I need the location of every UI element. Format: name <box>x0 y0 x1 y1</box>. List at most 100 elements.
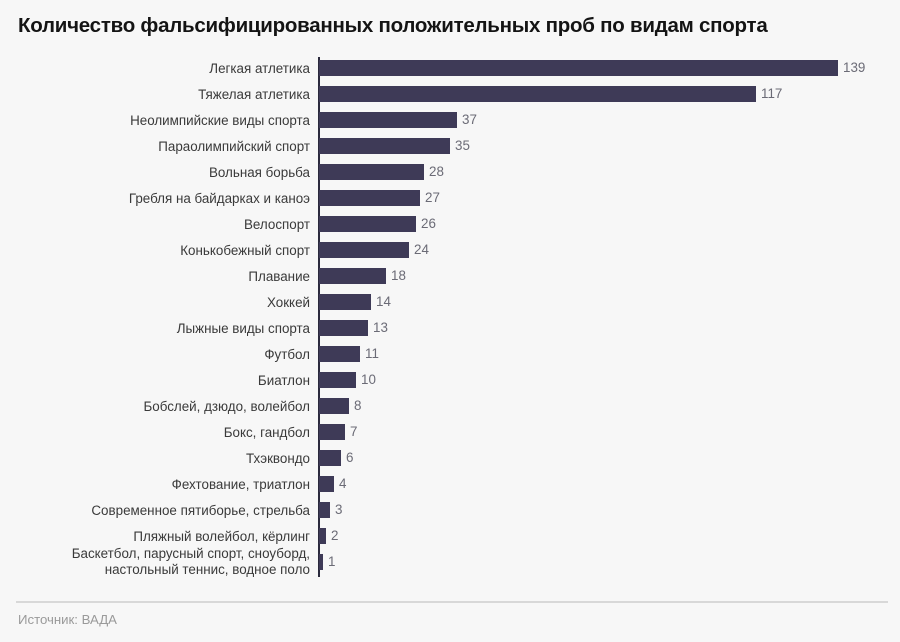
bar <box>319 528 326 544</box>
y-axis-line <box>318 57 320 577</box>
bar <box>319 372 356 388</box>
bar-value-label: 13 <box>373 320 388 335</box>
bar-and-value: 11 <box>319 341 379 367</box>
bar-and-value: 28 <box>319 159 444 185</box>
bar-value-label: 28 <box>429 164 444 179</box>
bar-and-value: 8 <box>319 393 361 419</box>
bar-chart-plot: Легкая атлетика 139 Тяжелая атлетика 117 Нео… <box>0 55 900 590</box>
bar-and-value: 27 <box>319 185 440 211</box>
bar-row: Плавание 18 <box>0 263 900 289</box>
bar <box>319 164 424 180</box>
bar-row: Биатлон 10 <box>0 367 900 393</box>
bar <box>319 112 457 128</box>
category-label: Тхэквондо <box>245 450 310 466</box>
bar-and-value: 37 <box>319 107 477 133</box>
bar-and-value: 35 <box>319 133 470 159</box>
bar-row: Современное пятиборье, стрельба 3 <box>0 497 900 523</box>
bar-row: Футбол 11 <box>0 341 900 367</box>
bar-and-value: 24 <box>319 237 429 263</box>
footer-divider <box>16 601 888 603</box>
category-label: Пляжный волейбол, кёрлинг <box>133 528 310 544</box>
bar-and-value: 10 <box>319 367 376 393</box>
bar-row: Бобслей, дзюдо, волейбол 8 <box>0 393 900 419</box>
bar-row: Гребля на байдарках и каноэ 27 <box>0 185 900 211</box>
category-label: Бобслей, дзюдо, волейбол <box>143 398 310 414</box>
bar-and-value: 1 <box>319 549 335 575</box>
bar-row: Неолимпийские виды спорта 37 <box>0 107 900 133</box>
bar-value-label: 14 <box>376 294 391 309</box>
bar-and-value: 18 <box>319 263 406 289</box>
bar-and-value: 26 <box>319 211 436 237</box>
bar-row: Бокс, гандбол 7 <box>0 419 900 445</box>
category-label: Велоспорт <box>243 216 310 232</box>
bar-value-label: 24 <box>414 242 429 257</box>
bar-value-label: 1 <box>328 554 336 569</box>
bar-row: Велоспорт 26 <box>0 211 900 237</box>
bar <box>319 424 345 440</box>
bar-and-value: 7 <box>319 419 357 445</box>
bar-row: Конькобежный спорт 24 <box>0 237 900 263</box>
bar-value-label: 2 <box>331 528 339 543</box>
category-label: Легкая атлетика <box>209 60 310 76</box>
bar-and-value: 14 <box>319 289 391 315</box>
bar <box>319 294 371 310</box>
category-label: Неолимпийские виды спорта <box>130 112 310 128</box>
bar <box>319 216 416 232</box>
bar-row: Параолимпийский спорт 35 <box>0 133 900 159</box>
category-label: Биатлон <box>257 372 310 388</box>
bar <box>319 86 756 102</box>
bar <box>319 554 323 570</box>
bar-value-label: 4 <box>339 476 347 491</box>
bar-value-label: 27 <box>425 190 440 205</box>
category-label: Современное пятиборье, стрельба <box>91 502 310 518</box>
category-label: Вольная борьба <box>208 164 310 180</box>
bar <box>319 320 368 336</box>
category-label: Фехтование, триатлон <box>171 476 310 492</box>
bar <box>319 60 838 76</box>
bar-value-label: 7 <box>350 424 358 439</box>
bar-row: Фехтование, триатлон 4 <box>0 471 900 497</box>
bar-value-label: 18 <box>391 268 406 283</box>
bar-value-label: 8 <box>354 398 362 413</box>
bar-row: Легкая атлетика 139 <box>0 55 900 81</box>
bar <box>319 242 409 258</box>
bar-row: Вольная борьба 28 <box>0 159 900 185</box>
category-label: Гребля на байдарках и каноэ <box>128 190 310 206</box>
bar-value-label: 3 <box>335 502 343 517</box>
bar-value-label: 37 <box>462 112 477 127</box>
bar-and-value: 3 <box>319 497 342 523</box>
bar-and-value: 117 <box>319 81 782 107</box>
category-label: Плавание <box>248 268 310 284</box>
bar-value-label: 11 <box>365 346 379 361</box>
category-label: Тяжелая атлетика <box>198 86 310 102</box>
bar-and-value: 13 <box>319 315 388 341</box>
category-label: Лыжные виды спорта <box>176 320 310 336</box>
source-note: Источник: ВАДА <box>18 612 117 627</box>
bar-row: Баскетбол, парусный спорт, сноуборд, нас… <box>0 546 900 577</box>
bar-value-label: 139 <box>843 60 866 75</box>
bar-value-label: 117 <box>761 86 783 101</box>
bar-and-value: 4 <box>319 471 346 497</box>
bar-value-label: 26 <box>421 216 436 231</box>
bar-and-value: 2 <box>319 523 338 549</box>
bar <box>319 138 450 154</box>
category-label: Футбол <box>264 346 310 362</box>
bar-row: Пляжный волейбол, кёрлинг 2 <box>0 523 900 549</box>
category-label: Баскетбол, парусный спорт, сноуборд, нас… <box>71 546 310 577</box>
bar-row: Тхэквондо 6 <box>0 445 900 471</box>
category-label: Параолимпийский спорт <box>158 138 310 154</box>
bar <box>319 398 349 414</box>
bar-value-label: 10 <box>361 372 376 387</box>
bar <box>319 450 341 466</box>
bar <box>319 346 360 362</box>
category-label: Бокс, гандбол <box>223 424 310 440</box>
category-label: Конькобежный спорт <box>180 242 310 258</box>
bar <box>319 476 334 492</box>
bar <box>319 268 386 284</box>
bar-and-value: 6 <box>319 445 353 471</box>
bar-row: Тяжелая атлетика 117 <box>0 81 900 107</box>
bar-row: Хоккей 14 <box>0 289 900 315</box>
bar-and-value: 139 <box>319 55 865 81</box>
page-title: Количество фальсифицированных положитель… <box>18 14 768 37</box>
